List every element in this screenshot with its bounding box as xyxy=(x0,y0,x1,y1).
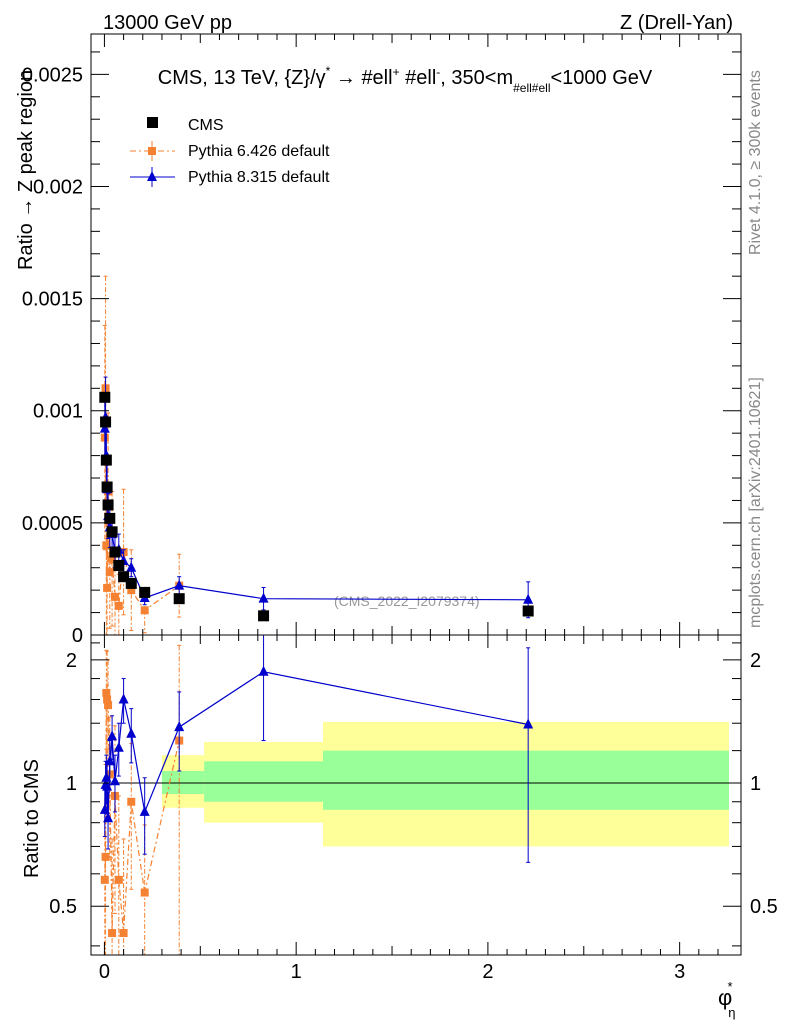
pythia8-main-point xyxy=(523,593,534,604)
ratio-y-tick-label: 0.5 xyxy=(49,896,77,918)
pythia8-main-point xyxy=(174,579,185,590)
main-y-tick-label: 0.001 xyxy=(33,401,83,423)
analysis-watermark: (CMS_2022_I2079374) xyxy=(334,593,480,609)
ratio-y-tick-label: 2 xyxy=(66,650,77,672)
plot-title: CMS, 13 TeV, {Z}/γ* → #ell+ #ell-, 350<m… xyxy=(158,64,653,95)
legend-label-pythia8: Pythia 8.315 default xyxy=(188,169,330,186)
ratio-axis-ticks: 0 1 2 3 0.5 0.5 1 1 2 2 xyxy=(49,635,778,983)
ratio-y-tick-label-right: 2 xyxy=(750,650,761,672)
header-energy: 13000 GeV pp xyxy=(103,12,232,34)
pythia6-main-point xyxy=(114,601,123,610)
cms-data-point xyxy=(258,610,270,622)
rivet-version-label: Rivet 4.1.0, ≥ 300k events xyxy=(747,70,764,255)
x-tick-label: 0 xyxy=(99,961,110,983)
cms-data-point xyxy=(101,481,113,493)
cms-data-point xyxy=(113,559,125,571)
main-y-tick-label: 0.0005 xyxy=(22,513,83,535)
pythia8-ratio-point xyxy=(101,771,112,782)
pythia8-ratio-point xyxy=(102,780,113,791)
main-y-tick-label: 0.002 xyxy=(33,176,83,198)
main-y-tick-label: 0 xyxy=(72,625,83,647)
pythia8-ratio-point xyxy=(118,693,129,704)
x-axis-label: φ η* xyxy=(718,979,736,1020)
cms-data-point xyxy=(109,546,121,558)
ratio-y-axis-label: Ratio to CMS xyxy=(21,759,43,878)
pythia6-main-point xyxy=(110,592,119,601)
ratio-band-green xyxy=(323,750,729,810)
pythia6-ratio-point xyxy=(100,875,109,884)
cms-data-point xyxy=(173,593,185,605)
pythia6-ratio-point xyxy=(101,852,110,861)
ratio-y-tick-label-right: 0.5 xyxy=(750,896,778,918)
pythia6-main-point xyxy=(102,541,111,550)
legend-marker-pythia6 xyxy=(148,147,156,155)
cms-data-point xyxy=(522,605,534,617)
pythia8-ratio-point xyxy=(174,721,185,732)
legend: CMS Pythia 6.426 default Pythia 8.315 de… xyxy=(130,117,330,187)
pythia6-ratio-point xyxy=(127,797,136,806)
pythia6-ratio-point xyxy=(119,929,128,938)
cms-data-point xyxy=(125,577,137,589)
ratio-frame xyxy=(90,634,742,956)
cms-data-point xyxy=(100,454,112,466)
cms-data-point xyxy=(104,512,116,524)
pythia6-main-point xyxy=(127,586,136,595)
pythia8-main-point xyxy=(99,422,110,433)
main-series-layer xyxy=(99,275,534,636)
pythia6-main-line xyxy=(104,388,180,612)
main-y-tick-label: 0.0015 xyxy=(22,289,83,311)
ratio-uncertainty-bands xyxy=(161,721,729,847)
pythia8-ratio-point xyxy=(109,775,120,786)
ratio-y-tick-label-right: 1 xyxy=(750,773,761,795)
pythia8-ratio-point xyxy=(113,741,124,752)
pythia8-main-line xyxy=(104,417,529,601)
legend-label-cms: CMS xyxy=(188,117,224,134)
cms-data-point xyxy=(99,391,111,403)
header-process: Z (Drell-Yan) xyxy=(620,12,733,34)
cms-data-point xyxy=(100,416,112,428)
pythia8-ratio-point xyxy=(523,718,534,729)
cms-data-point xyxy=(118,571,130,583)
cms-data-point xyxy=(106,526,118,538)
pythia8-ratio-point xyxy=(139,805,150,816)
ratio-y-tick-label: 1 xyxy=(66,773,77,795)
pythia8-main-point xyxy=(126,561,137,572)
pythia8-ratio-point xyxy=(104,755,115,766)
pythia6-ratio-point xyxy=(140,888,149,897)
pythia6-main-point xyxy=(108,554,117,563)
ratio-band-green xyxy=(161,771,205,795)
pythia8-ratio-point xyxy=(103,812,114,823)
pythia6-ratio-point xyxy=(108,929,117,938)
x-tick-label: 1 xyxy=(291,961,302,983)
legend-marker-cms xyxy=(147,117,158,128)
pythia8-ratio-point xyxy=(258,665,269,676)
x-tick-label: 2 xyxy=(482,961,493,983)
main-axis-ticks: 0 0.0005 0.001 0.0015 0.002 0.0025 xyxy=(22,34,741,647)
legend-label-pythia6: Pythia 6.426 default xyxy=(188,143,330,160)
pythia8-ratio-point xyxy=(126,727,137,738)
main-y-tick-label: 0.0025 xyxy=(22,64,83,86)
main-y-axis-label: Ratio → Z peak region xyxy=(15,70,37,270)
pythia8-main-point xyxy=(258,592,269,603)
x-tick-label: 3 xyxy=(674,961,685,983)
pythia6-ratio-point xyxy=(102,688,111,697)
pythia6-main-point xyxy=(140,606,149,615)
pythia6-ratio-point xyxy=(103,695,112,704)
ratio-panel: 0 1 2 3 0.5 0.5 1 1 2 2 Ratio to CMS φ η* xyxy=(21,634,778,1020)
ratio-band-green xyxy=(204,761,324,802)
cms-data-point xyxy=(102,499,114,511)
pythia8-ratio-point xyxy=(107,730,118,741)
legend-marker-pythia8 xyxy=(147,171,157,181)
pythia6-main-point xyxy=(105,568,114,577)
pythia6-ratio-point xyxy=(104,701,113,710)
pythia6-main-point xyxy=(103,583,112,592)
pythia6-ratio-point xyxy=(114,875,123,884)
ratio-series-layer xyxy=(99,634,534,956)
cms-data-point xyxy=(139,586,151,598)
mcplots-label: mcplots.cern.ch [arXiv:2401.10621] xyxy=(747,377,764,628)
main-panel: (CMS_2022_I2079374) 0 0.0005 0.001 0.0015 0.… xyxy=(15,33,742,647)
